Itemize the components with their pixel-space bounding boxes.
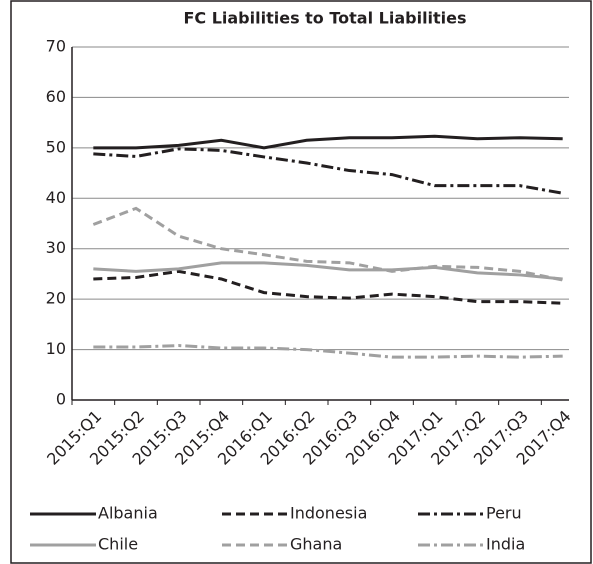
y-tick-label: 50 xyxy=(46,137,66,156)
y-tick-label: 70 xyxy=(46,37,66,56)
series-line xyxy=(93,261,563,281)
y-tick-label: 60 xyxy=(46,87,66,106)
y-tick-label: 20 xyxy=(46,289,66,308)
series-line xyxy=(92,206,563,282)
y-tick-label: 0 xyxy=(56,390,66,409)
legend-label: Ghana xyxy=(290,535,342,554)
y-tick-label: 30 xyxy=(46,238,66,257)
y-tick-label: 10 xyxy=(46,339,66,358)
series-line xyxy=(93,147,563,195)
series-line xyxy=(93,344,563,359)
y-tick-label: 40 xyxy=(46,188,66,207)
chart-title: FC Liabilities to Total Liabilities xyxy=(183,9,466,28)
frame xyxy=(10,0,592,564)
series-line xyxy=(93,269,563,305)
legend-label: India xyxy=(486,535,525,554)
legend-label: Peru xyxy=(486,504,522,523)
series-line xyxy=(93,134,563,150)
legend-label: Albania xyxy=(98,504,158,523)
legend-label: Chile xyxy=(98,535,138,554)
legend-label: Indonesia xyxy=(290,504,367,523)
